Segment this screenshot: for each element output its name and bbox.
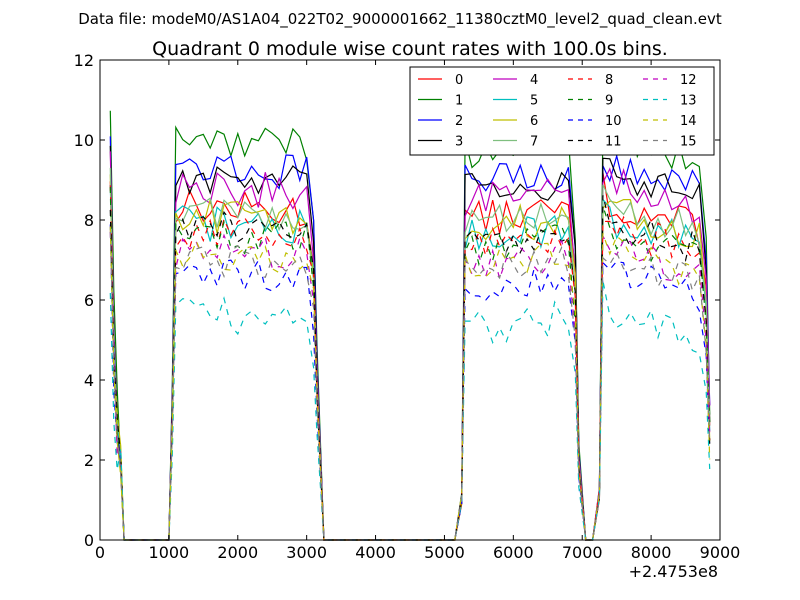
- legend-label-2: 2: [455, 114, 463, 129]
- legend-label-12: 12: [680, 73, 697, 88]
- series-line-8: [109, 185, 711, 541]
- y-tick-label: 0: [84, 531, 94, 550]
- y-tick-label: 12: [74, 51, 94, 70]
- legend-label-10: 10: [605, 114, 622, 129]
- legend-label-13: 13: [680, 94, 697, 109]
- legend-label-9: 9: [605, 94, 613, 109]
- series-layer: [109, 110, 711, 541]
- series-line-3: [109, 145, 711, 541]
- legend-label-7: 7: [530, 135, 538, 150]
- series-line-10: [109, 224, 711, 541]
- axes-layer: 0 1000 2000 3000 4000 5000 6000 7000 8000 9000 0 2 4…: [74, 51, 741, 562]
- legend-label-0: 0: [455, 73, 463, 88]
- series-line-11: [109, 195, 711, 541]
- series-line-14: [109, 226, 711, 541]
- series-line-2: [109, 136, 711, 541]
- series-line-15: [109, 231, 711, 541]
- legend-label-8: 8: [605, 73, 613, 88]
- legend-label-6: 6: [530, 114, 538, 129]
- series-line-0: [109, 172, 711, 541]
- x-tick-label: 4000: [355, 543, 396, 562]
- legend-label-1: 1: [455, 94, 463, 109]
- y-tick-label: 4: [84, 371, 94, 390]
- legend-label-4: 4: [530, 73, 538, 88]
- series-line-9: [109, 186, 711, 541]
- figure-supertitle: Data file: modeM0/AS1A04_022T02_90000016…: [78, 10, 722, 29]
- x-tick-label: 0: [95, 543, 105, 562]
- y-tick-label: 8: [84, 211, 94, 230]
- x-tick-label: 3000: [286, 543, 327, 562]
- x-tick-label: 1000: [149, 543, 190, 562]
- x-tick-label: 6000: [493, 543, 534, 562]
- legend-label-15: 15: [680, 135, 697, 150]
- x-offset-label: +2.4753e8: [629, 562, 718, 581]
- legend-label-11: 11: [605, 135, 622, 150]
- legend-label-3: 3: [455, 135, 463, 150]
- x-tick-label: 9000: [700, 543, 741, 562]
- series-line-12: [109, 231, 711, 541]
- x-tick-label: 2000: [217, 543, 258, 562]
- x-tick-label: 5000: [424, 543, 465, 562]
- y-tick-label: 2: [84, 451, 94, 470]
- y-tick-label: 10: [74, 131, 94, 150]
- legend-label-14: 14: [680, 114, 697, 129]
- series-line-13: [109, 280, 711, 541]
- y-tick-label: 6: [84, 291, 94, 310]
- legend-label-5: 5: [530, 94, 538, 109]
- x-tick-label: 8000: [631, 543, 672, 562]
- x-tick-label: 7000: [562, 543, 603, 562]
- series-line-7: [109, 167, 711, 541]
- chart-title: Quadrant 0 module wise count rates with …: [152, 38, 668, 60]
